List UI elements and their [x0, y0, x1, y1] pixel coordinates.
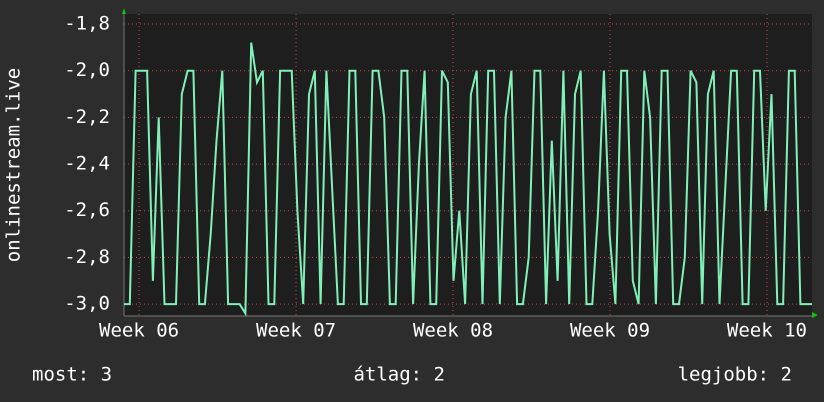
x-tick-label: Week 06: [99, 320, 179, 342]
y-tick-label: -1,8: [64, 13, 110, 35]
footer-average: átlag: 2: [353, 364, 445, 386]
series-line: [124, 42, 812, 317]
x-tick-label: Week 09: [570, 320, 650, 342]
y-tick-label: -2,8: [64, 246, 110, 268]
y-tick-label: -2,2: [64, 106, 110, 128]
x-tick-label: Week 08: [413, 320, 493, 342]
y-tick-label: -2,6: [64, 199, 110, 221]
x-tick-label: Week 10: [727, 320, 807, 342]
footer-current: most: 3: [32, 364, 112, 386]
x-arrow: [812, 312, 818, 318]
y-tick-label: -2,0: [64, 59, 110, 81]
x-tick-label: Week 07: [256, 320, 336, 342]
y-tick-label: -2,4: [64, 153, 110, 175]
footer-max: legjobb: 2: [678, 364, 792, 386]
y-axis-label: onlinestream.live: [3, 68, 25, 262]
y-tick-label: -3,0: [64, 293, 110, 315]
y-arrow: [122, 8, 126, 14]
